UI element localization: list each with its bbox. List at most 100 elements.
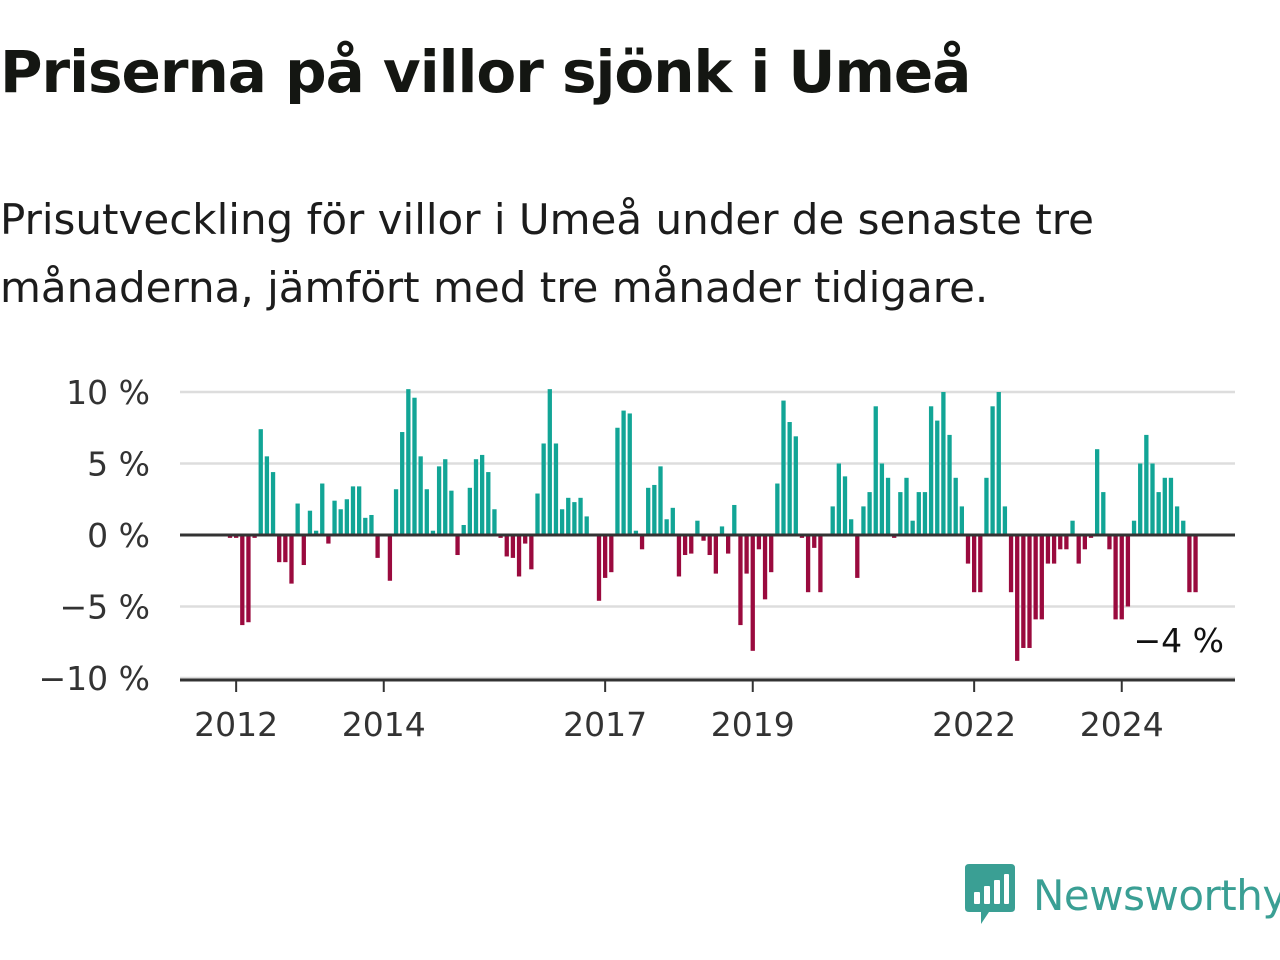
bar xyxy=(1181,520,1186,535)
brand-name: Newsworthy xyxy=(1033,870,1280,920)
bar xyxy=(424,489,429,535)
bar xyxy=(1138,463,1143,535)
bar xyxy=(996,392,1001,535)
bar xyxy=(849,519,854,535)
x-tick-label: 2024 xyxy=(1080,705,1164,744)
newsworthy-chart-bubble-icon xyxy=(965,864,1015,924)
bar xyxy=(578,497,583,535)
bar xyxy=(1070,520,1075,535)
bar xyxy=(486,472,491,535)
axes: 10 % 5 % 0 % −5 % −10 % 2012 2014 2017 2019 2022 2… xyxy=(39,373,1235,744)
bar xyxy=(541,443,546,535)
bar xyxy=(277,535,282,563)
bar xyxy=(1095,449,1100,535)
bar xyxy=(1162,477,1167,535)
bar xyxy=(461,524,466,535)
bar xyxy=(572,502,577,535)
bar xyxy=(781,400,786,535)
bar xyxy=(639,535,645,550)
bar xyxy=(1082,535,1087,550)
newsworthy-logo: Newsworthy xyxy=(965,862,1280,928)
bar xyxy=(775,483,780,535)
bar xyxy=(646,487,651,535)
bar xyxy=(344,499,349,535)
bar xyxy=(473,459,479,535)
bar xyxy=(762,535,768,600)
last-value-label: −4 % xyxy=(1134,621,1225,660)
gridlines xyxy=(180,390,1235,680)
bar xyxy=(941,392,946,535)
bar xyxy=(393,489,399,535)
bar xyxy=(1101,492,1106,535)
bar xyxy=(1033,535,1038,620)
bar xyxy=(529,535,534,570)
x-tick-label: 2012 xyxy=(194,705,278,744)
bar xyxy=(357,486,362,535)
bar xyxy=(547,389,552,535)
bar xyxy=(307,510,313,535)
bar xyxy=(1064,535,1069,550)
bar xyxy=(363,517,368,535)
bar xyxy=(559,509,565,535)
bar xyxy=(1076,535,1081,564)
bar xyxy=(535,493,540,535)
bar xyxy=(633,530,639,535)
bar xyxy=(584,516,589,535)
bar xyxy=(480,454,485,535)
bar xyxy=(270,472,276,535)
bar xyxy=(516,535,522,577)
bar xyxy=(676,535,682,577)
bar xyxy=(1015,535,1020,661)
y-tick-label: 10 % xyxy=(66,373,150,412)
bar xyxy=(787,422,792,535)
bar xyxy=(812,535,817,548)
bar xyxy=(793,436,798,535)
bar xyxy=(492,509,497,535)
bar xyxy=(510,535,516,558)
bar xyxy=(1051,535,1057,564)
bars xyxy=(227,389,1198,661)
bar xyxy=(436,466,442,535)
bar xyxy=(898,492,903,535)
bar xyxy=(769,535,774,573)
bar xyxy=(1058,535,1063,550)
bar xyxy=(867,492,872,535)
bar xyxy=(836,463,841,535)
bar xyxy=(504,535,509,557)
bar xyxy=(916,492,921,535)
chart-title: Priserna på villor sjönk i Umeå xyxy=(0,38,971,106)
bar xyxy=(387,535,393,581)
bar xyxy=(707,535,712,556)
bar xyxy=(682,535,688,556)
bar xyxy=(283,535,288,563)
bar xyxy=(959,506,964,535)
chart-subtitle: Prisutveckling för villor i Umeå under d… xyxy=(0,195,1094,312)
bar xyxy=(695,520,700,535)
bar xyxy=(713,535,718,574)
bar xyxy=(910,520,915,535)
bar xyxy=(621,410,626,535)
bar xyxy=(879,463,885,535)
bar xyxy=(313,530,319,535)
bar xyxy=(984,477,989,535)
bar xyxy=(726,535,731,554)
bar xyxy=(818,535,823,593)
bar xyxy=(295,503,300,535)
bar xyxy=(1107,535,1112,550)
bar xyxy=(1119,535,1124,620)
bar xyxy=(609,535,614,573)
bar xyxy=(732,504,737,535)
bar xyxy=(947,434,952,535)
y-tick-label: 0 % xyxy=(87,516,150,555)
bar xyxy=(953,477,958,535)
bar xyxy=(738,535,743,626)
bar xyxy=(320,483,325,535)
bar xyxy=(935,420,940,535)
bar xyxy=(1156,492,1161,535)
bar xyxy=(652,484,657,535)
bar xyxy=(689,535,694,554)
bar xyxy=(615,427,620,535)
bar xyxy=(246,535,251,623)
x-tick-label: 2014 xyxy=(342,705,426,744)
bar xyxy=(400,432,405,535)
